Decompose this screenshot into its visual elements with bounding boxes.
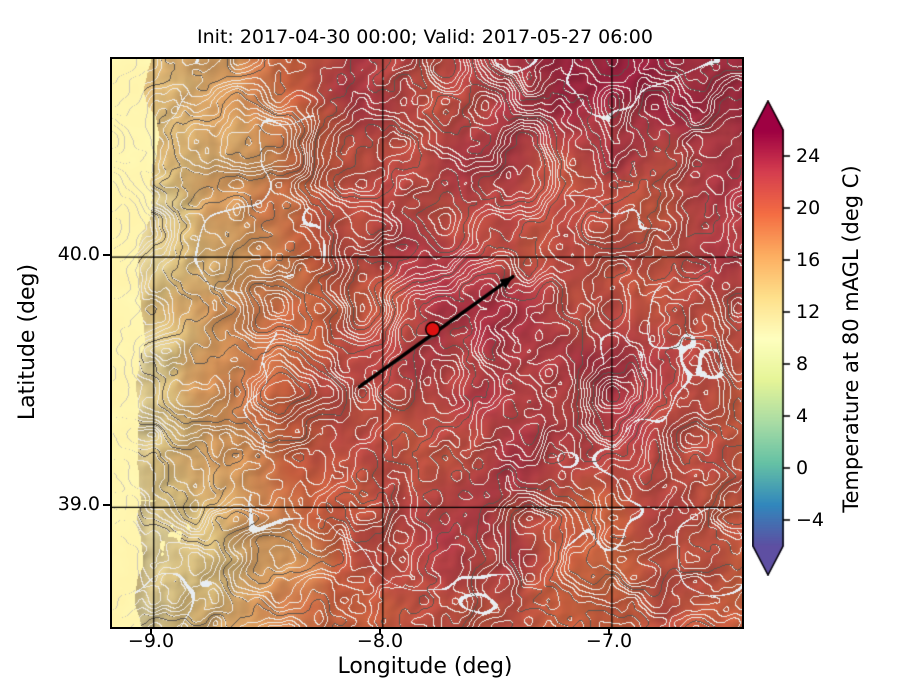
colorbar-label: Temperature at 80 mAGL (deg C) [839,165,863,513]
colorbar-tick-label: −4 [796,509,825,531]
x-tick-label: −9.0 [127,630,175,652]
plot-title: Init: 2017-04-30 00:00; Valid: 2017-05-2… [197,26,653,48]
map-plot-area [110,57,744,629]
y-axis-label: Latitude (deg) [15,263,40,421]
colorbar-tick-label: 4 [796,405,809,427]
x-tick-mark [379,627,381,634]
x-tick-mark [608,627,610,634]
y-tick-mark [103,504,110,506]
colorbar-tick-label: 12 [796,301,821,323]
y-tick-label: 40.0 [57,243,100,265]
colorbar-gradient [752,100,792,576]
colorbar-tick-label: 20 [796,197,821,219]
x-tick-label: −8.0 [356,630,404,652]
y-tick-mark [103,254,110,256]
colorbar-tick-label: 16 [796,249,821,271]
y-tick-label: 39.0 [57,493,100,515]
x-tick-mark [150,627,152,634]
x-axis-label: Longitude (deg) [337,654,513,679]
colorbar-tick-label: 24 [796,145,821,167]
colorbar-tick-label: 8 [796,353,809,375]
temperature-map-canvas [112,59,742,627]
colorbar-tick-label: 0 [796,457,809,479]
colorbar [752,100,792,576]
x-tick-label: −7.0 [585,630,633,652]
